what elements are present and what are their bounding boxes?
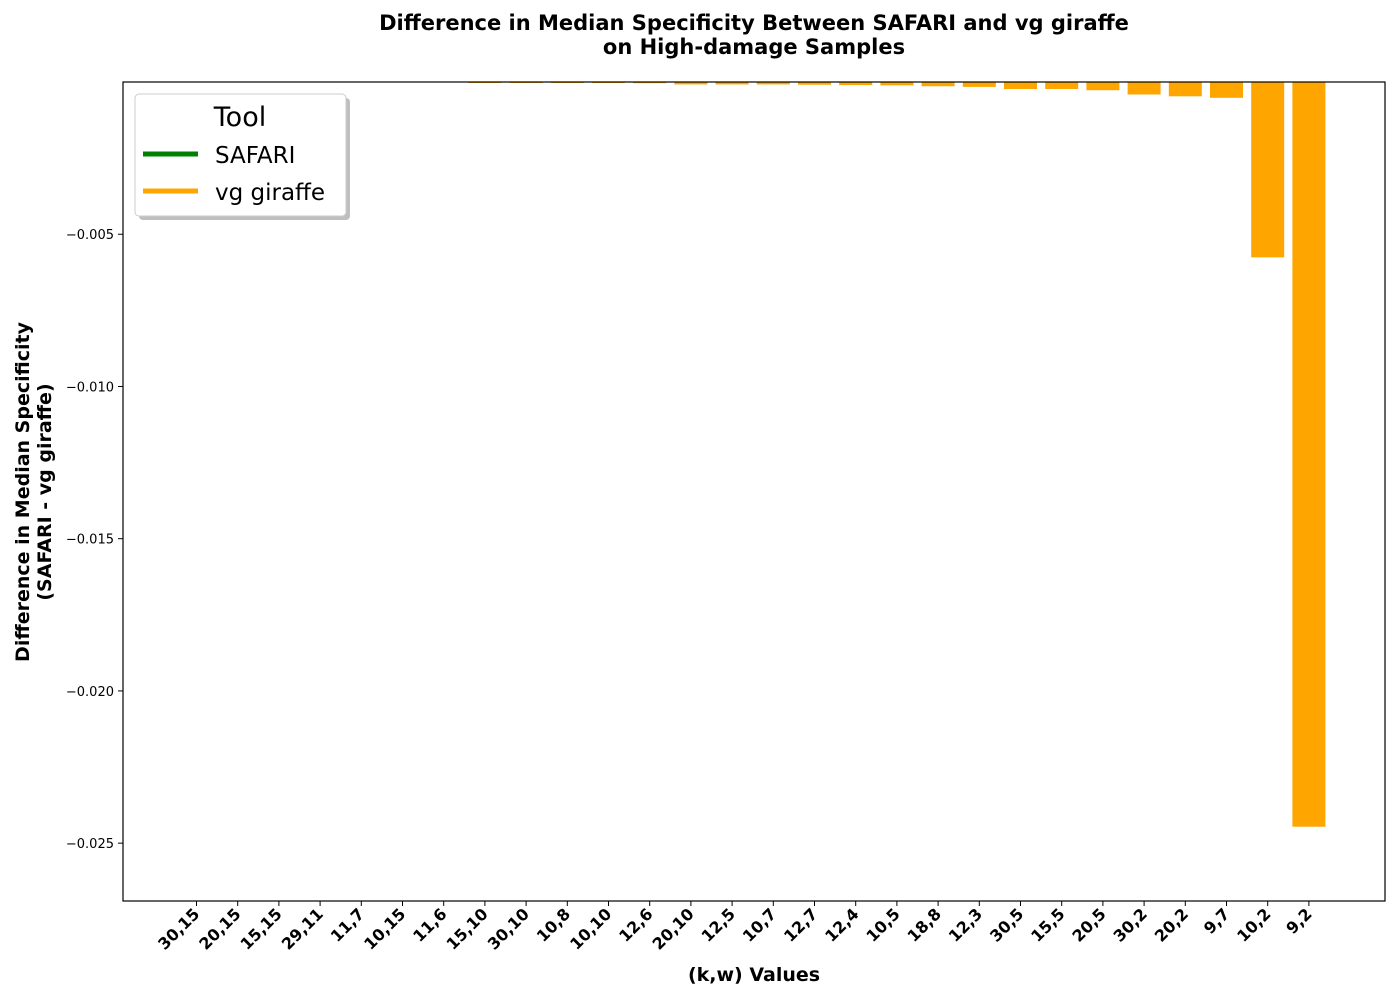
bar-12-3: [962, 82, 996, 87]
legend: Tool SAFARI vg giraffe: [134, 93, 350, 220]
bar-series: [468, 82, 1326, 827]
legend-label-vg-giraffe: vg giraffe: [215, 180, 325, 206]
bar-20-2: [1168, 82, 1202, 97]
bar-10-2: [1251, 82, 1285, 258]
y-axis-label-line-2: (SAFARI - vg giraffe): [34, 383, 56, 600]
bar-30-5: [1004, 82, 1037, 89]
bar-10-7: [756, 82, 790, 85]
legend-box: [134, 93, 347, 217]
bar-10-5: [880, 82, 914, 86]
bar-12-5: [715, 82, 749, 85]
bar-9-2: [1292, 82, 1326, 827]
bar-12-7: [798, 82, 831, 85]
bar-18-8: [921, 82, 955, 87]
bar-20-5: [1086, 82, 1120, 91]
x-axis-label: (k,w) Values: [688, 964, 820, 986]
plot-area-frame: [122, 81, 1386, 902]
y-axis-ticks: −0.025 −0.020 −0.015 −0.010 −0.005: [66, 228, 123, 852]
y-tick-label: −0.005: [66, 228, 114, 243]
bar-20-10: [674, 82, 708, 85]
bar-30-2: [1127, 82, 1161, 95]
y-axis-label-line-1: Difference in Median Specificity: [12, 321, 34, 662]
y-tick-label: −0.025: [66, 837, 114, 852]
bar-9-7: [1210, 82, 1243, 98]
y-tick-label: −0.020: [66, 685, 114, 700]
y-tick-label: −0.010: [66, 380, 114, 395]
chart-title-line-1: Difference in Median Specificity Between…: [379, 11, 1129, 35]
chart-title-line-2: on High-damage Samples: [603, 35, 905, 59]
bar-12-6: [633, 82, 667, 84]
legend-title: Tool: [213, 102, 266, 133]
y-axis-label: Difference in Median Specificity (SAFARI…: [12, 321, 56, 662]
bar-15-5: [1045, 82, 1079, 89]
bar-12-4: [839, 82, 873, 86]
legend-label-safari: SAFARI: [215, 143, 295, 169]
y-tick-label: −0.015: [66, 533, 114, 548]
